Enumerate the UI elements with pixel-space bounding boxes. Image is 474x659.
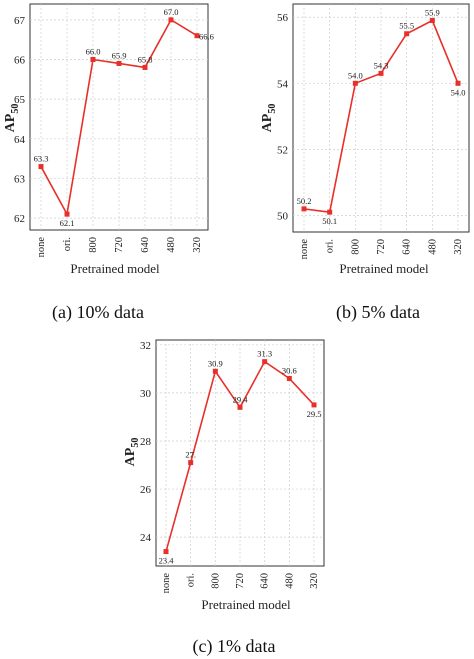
- panel-b-data-point: [301, 206, 307, 212]
- panel-a-data-label: 66.0: [86, 47, 101, 57]
- panel-a-y-axis-label: AP50: [3, 104, 21, 133]
- panel-a-data-point: [194, 33, 200, 39]
- panel-a: 63.3 62.1 66.0 65.9 65.8 67.0 66.6 62 63 64 65 66 67…: [3, 3, 214, 323]
- panel-c-data-point: [262, 359, 268, 365]
- panel-b-x-tick-label: 480: [427, 239, 438, 255]
- panel-a-x-tick-label: 480: [166, 237, 177, 253]
- panel-a-x-tick-label: 800: [88, 237, 99, 253]
- panel-b-x-tick-label: none: [299, 239, 310, 260]
- panel-a-data-point: [38, 164, 44, 170]
- panel-b-data-label: 54.3: [374, 60, 389, 70]
- panel-c-x-tick-label: none: [161, 573, 172, 594]
- panel-c-data-label: 27.: [185, 450, 196, 460]
- panel-a-y-tick-label: 65: [14, 94, 26, 106]
- panel-c-data-label: 30.9: [208, 358, 223, 368]
- panel-a-x-tick-label: ori.: [62, 237, 73, 251]
- panel-c-x-axis-label: Pretrained model: [201, 597, 291, 612]
- panel-b-y-axis-label: AP50: [260, 104, 278, 133]
- panel-a-y-tick-label: 64: [14, 134, 26, 146]
- panel-a-data-label: 66.6: [199, 32, 214, 42]
- panel-a-y-tick-label: 67: [14, 15, 26, 27]
- panel-a-y-tick-label: 63: [14, 173, 26, 185]
- panel-a-x-tick-label: 640: [140, 237, 151, 253]
- panel-c-data-point: [188, 460, 194, 466]
- panel-b-data-label: 50.1: [322, 216, 337, 226]
- panel-c-y-tick-label: 30: [140, 388, 152, 400]
- panel-a-data-label: 63.3: [34, 154, 49, 164]
- panel-c-caption: (c) 1% data: [193, 636, 276, 657]
- panel-b-data-point: [404, 31, 410, 37]
- panel-b-data-label: 50.2: [297, 196, 312, 206]
- panel-c-data-point: [163, 549, 169, 555]
- panel-b-y-tick-label: 56: [277, 12, 289, 24]
- panel-c-y-tick-label: 32: [140, 340, 151, 352]
- panel-a-x-tick-label: 320: [192, 237, 203, 253]
- panel-c-data-label: 31.3: [257, 349, 272, 359]
- panel-c: 23.4 27. 30.9 29.4 31.3 30.6 29.5 24 26 28 30 32 non…: [123, 339, 325, 657]
- panel-b-data-label: 54.0: [348, 70, 363, 80]
- panel-a-data-label: 67.0: [164, 7, 179, 17]
- panel-b-data-point: [429, 18, 435, 24]
- panel-a-data-label: 62.1: [60, 218, 75, 228]
- panel-a-data-point: [168, 17, 174, 23]
- panel-a-caption: (a) 10% data: [52, 302, 144, 323]
- panel-b-x-tick-label: ori.: [325, 239, 336, 253]
- panel-b-x-tick-label: 640: [402, 239, 413, 255]
- panel-c-y-axis-label: AP50: [123, 438, 141, 467]
- panel-c-y-tick-label: 28: [140, 436, 152, 448]
- panel-c-data-label: 29.5: [307, 409, 322, 419]
- panel-c-data-label: 23.4: [159, 556, 175, 566]
- panel-a-data-label: 65.9: [112, 50, 127, 60]
- panel-a-data-point: [90, 57, 96, 63]
- panel-c-x-tick-label: 320: [309, 573, 320, 589]
- panel-b-data-label: 55.9: [425, 8, 440, 18]
- panel-c-data-label: 29.4: [233, 394, 249, 404]
- panel-a-y-tick-label: 62: [14, 213, 25, 225]
- panel-b-x-tick-label: 720: [376, 239, 387, 255]
- panel-b-y-tick-label: 52: [277, 144, 288, 156]
- panel-b-x-tick-label: 320: [453, 239, 464, 255]
- panel-b-data-label: 55.5: [399, 21, 414, 31]
- panel-c-x-tick-label: 720: [235, 573, 246, 589]
- panel-b: 50.2 50.1 54.0 54.3 55.5 55.9 54.0 50 52 54 56 none…: [260, 3, 470, 323]
- panel-c-data-point: [237, 404, 243, 410]
- panel-a-data-point: [116, 60, 122, 66]
- panel-b-y-tick-label: 50: [277, 210, 289, 222]
- panel-b-y-tick-label: 54: [277, 78, 289, 90]
- panel-b-data-point: [352, 80, 358, 86]
- panel-c-y-tick-label: 26: [140, 484, 152, 496]
- panel-c-x-tick-label: 800: [210, 573, 221, 589]
- panel-c-x-tick-label: 480: [284, 573, 295, 589]
- panel-c-y-tick-label: 24: [140, 532, 152, 544]
- panel-b-x-tick-label: 800: [350, 239, 361, 255]
- panel-c-data-label: 30.6: [282, 365, 297, 375]
- panel-c-x-tick-label: 640: [260, 573, 271, 589]
- panel-a-data-point: [142, 64, 148, 70]
- panel-a-y-tick-label: 66: [14, 55, 26, 67]
- panel-a-data-point: [64, 211, 70, 217]
- panel-b-data-point: [378, 70, 384, 76]
- panel-b-caption: (b) 5% data: [336, 302, 420, 323]
- panel-b-data-point: [455, 80, 461, 86]
- panel-c-x-tick-label: ori.: [186, 573, 197, 587]
- panel-c-data-point: [212, 368, 218, 374]
- panel-a-data-label: 65.8: [138, 54, 153, 64]
- panel-a-x-tick-label: 720: [114, 237, 125, 253]
- panel-a-x-tick-label: none: [36, 237, 47, 258]
- panel-b-x-axis-label: Pretrained model: [339, 261, 429, 276]
- panel-b-data-point: [327, 209, 333, 215]
- panel-a-x-axis-label: Pretrained model: [70, 261, 160, 276]
- panel-c-data-point: [286, 375, 292, 381]
- panel-b-data-label: 54.0: [451, 87, 466, 97]
- panel-c-data-point: [311, 402, 317, 408]
